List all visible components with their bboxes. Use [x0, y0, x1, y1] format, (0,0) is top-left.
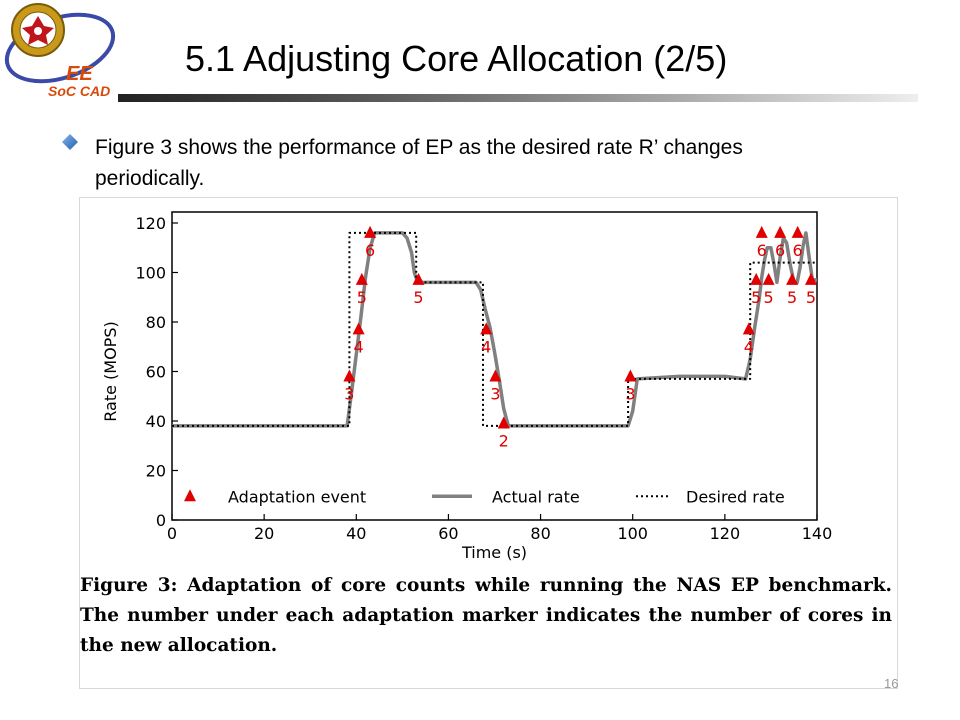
adaptation-marker — [497, 416, 510, 429]
marker-label: 5 — [751, 288, 761, 307]
adaptation-marker — [343, 369, 356, 382]
y-tick-label: 80 — [146, 313, 166, 332]
slide-number: 16 — [884, 676, 899, 691]
x-tick-label: 120 — [710, 524, 741, 543]
plot-frame — [171, 211, 818, 521]
marker-label: 4 — [744, 337, 754, 356]
adaptation-marker — [786, 272, 799, 285]
x-axis-label: Time (s) — [461, 543, 527, 562]
x-tick-label: 0 — [167, 524, 177, 543]
logo-ee-text: EE — [66, 63, 93, 85]
adaptation-marker — [774, 225, 787, 238]
marker-label: 5 — [413, 288, 423, 307]
marker-label: 5 — [806, 288, 816, 307]
marker-label: 3 — [625, 384, 635, 403]
adaptation-marker — [364, 225, 377, 238]
adaptation-marker — [480, 322, 493, 335]
marker-label: 6 — [793, 241, 803, 260]
x-tick-label: 40 — [346, 524, 366, 543]
x-tick-label: 140 — [802, 524, 833, 543]
university-logo: EE SoC CAD — [4, 3, 116, 99]
legend-label: Actual rate — [492, 487, 580, 506]
actual-rate-line — [172, 231, 817, 428]
adaptation-marker — [750, 272, 763, 285]
adaptation-marker — [352, 322, 365, 335]
adaptation-marker — [805, 272, 818, 285]
adaptation-marker — [762, 272, 775, 285]
y-tick-label: 0 — [156, 511, 166, 530]
marker-label: 6 — [775, 241, 785, 260]
slide-title: 5.1 Adjusting Core Allocation (2/5) — [185, 38, 728, 79]
marker-label: 4 — [353, 337, 363, 356]
y-tick-label: 40 — [146, 412, 166, 431]
adaptation-marker — [412, 272, 425, 285]
rate-chart: 0 20 40 60 80 100 120 0 20 40 60 80 100 120 140 Time (s… — [101, 211, 833, 562]
caption-label: Figure 3: — [80, 575, 178, 596]
title-underline — [118, 94, 918, 102]
desired-rate-line — [172, 231, 817, 427]
figure-caption: Figure 3: Adaptation of core counts whil… — [80, 571, 892, 661]
bullet-text: Figure 3 shows the performance of EP as … — [95, 136, 743, 190]
marker-label: 5 — [357, 288, 367, 307]
marker-label: 3 — [344, 384, 354, 403]
adaptation-marker — [791, 225, 804, 238]
diamond-bullet-icon — [62, 134, 78, 150]
marker-label: 3 — [490, 384, 500, 403]
marker-label: 6 — [365, 241, 375, 260]
marker-label: 5 — [787, 288, 797, 307]
figure-image: 0 20 40 60 80 100 120 0 20 40 60 80 100 120 140 Time (s… — [79, 197, 898, 689]
logo-soc-text: SoC CAD — [48, 83, 110, 99]
marker-label: 4 — [481, 337, 491, 356]
y-tick-label: 20 — [146, 462, 166, 481]
legend-label: Adaptation event — [228, 487, 366, 506]
adaptation-marker — [624, 369, 637, 382]
y-tick-label: 120 — [135, 214, 166, 233]
legend-marker-swatch — [184, 489, 196, 502]
adaptation-marker — [355, 272, 368, 285]
x-tick-label: 80 — [530, 524, 550, 543]
adaptation-marker — [489, 369, 502, 382]
adaptation-marker — [755, 225, 768, 238]
x-tick-label: 100 — [617, 524, 648, 543]
y-axis-label: Rate (MOPS) — [101, 321, 120, 421]
marker-label: 6 — [757, 241, 767, 260]
x-tick-label: 60 — [438, 524, 458, 543]
y-tick-label: 100 — [135, 264, 166, 283]
marker-label: 5 — [764, 288, 774, 307]
adaptation-marker — [742, 322, 755, 335]
legend-label: Desired rate — [686, 487, 785, 506]
x-tick-label: 20 — [254, 524, 274, 543]
marker-label: 2 — [499, 431, 509, 450]
y-tick-label: 60 — [146, 363, 166, 382]
caption-text: Adaptation of core counts while running … — [80, 575, 892, 656]
